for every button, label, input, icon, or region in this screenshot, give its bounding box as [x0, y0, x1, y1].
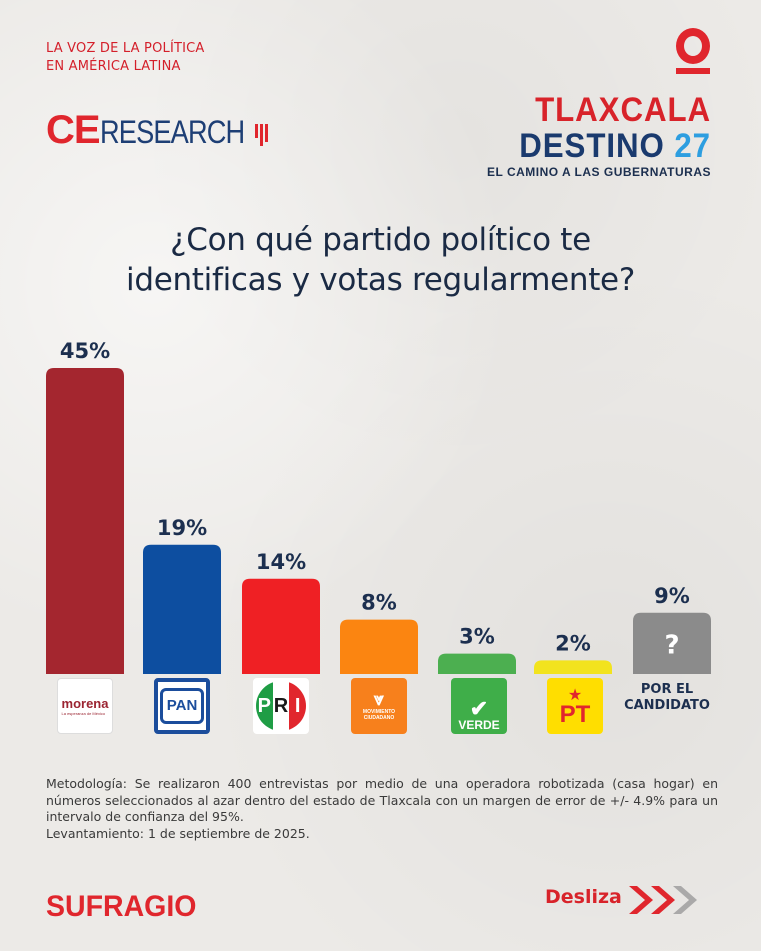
- chart-title-line-2: identificas y votas regularmente?: [126, 262, 635, 298]
- pt-logo-text: PT: [559, 701, 591, 728]
- ce-logo-initials: CE: [46, 108, 101, 152]
- pri-logo-letter-r: R: [272, 681, 290, 731]
- morena-logo: morena La esperanza de México: [57, 678, 113, 734]
- tagline-line-1: LA VOZ DE LA POLÍTICA: [46, 41, 205, 56]
- chevron-right-icon[interactable]: [625, 880, 715, 920]
- tagline: LA VOZ DE LA POLÍTICA EN AMÉRICA LATINA: [46, 40, 205, 76]
- bar-value-label-0: 45%: [60, 339, 110, 363]
- sufragio-logo: SUFRAGIO: [46, 890, 197, 923]
- bar-value-label-4: 3%: [459, 625, 495, 649]
- ce-logo-bars-icon: [255, 124, 269, 146]
- swipe-label[interactable]: Desliza: [545, 886, 622, 908]
- bar-1: [143, 544, 221, 674]
- campaign-subtitle-text: DESTINO: [519, 127, 665, 165]
- bar-value-label-6: 9%: [654, 584, 690, 608]
- bar-4: [438, 653, 516, 674]
- ce-logo-wordmark: RESEARCH: [99, 114, 245, 150]
- verde-logo-text: VERDE: [458, 718, 500, 732]
- bar-6: [633, 612, 711, 674]
- bar-value-label-1: 19%: [157, 516, 207, 540]
- star-icon: ★: [567, 685, 583, 704]
- tagline-line-2: EN AMÉRICA LATINA: [46, 59, 181, 74]
- publisher-logo-icon: [675, 28, 711, 76]
- pri-logo-letter-i: I: [289, 681, 306, 731]
- question-mark-icon: ?: [664, 630, 679, 660]
- chart-title-line-1: ¿Con qué partido político te: [170, 222, 591, 258]
- bar-value-label-2: 14%: [256, 550, 306, 574]
- ce-research-logo: CE RESEARCH: [46, 104, 269, 152]
- bar-value-label-3: 8%: [361, 591, 397, 615]
- methodology-note: Metodología: Se realizaron 400 entrevist…: [46, 776, 718, 842]
- methodology-text: Metodología: Se realizaron 400 entrevist…: [46, 776, 718, 824]
- candidato-label-line-2: CANDIDATO: [624, 698, 710, 713]
- verde-logo: ✔ VERDE: [451, 678, 507, 734]
- bar-chart: 45% 19% 14% 8% 3% 2% 9%?: [46, 339, 711, 674]
- pri-logo-letter-p: P: [256, 681, 273, 731]
- bar-5: [534, 660, 612, 674]
- campaign-subtitle-number: 27: [674, 127, 711, 165]
- bar-2: [242, 578, 320, 674]
- movimiento-ciudadano-logo: ⩔ MOVIMIENTO CIUDADANO: [351, 678, 407, 734]
- pri-logo: P R I: [253, 678, 309, 734]
- pan-logo: PAN: [154, 678, 210, 734]
- survey-date: Levantamiento: 1 de septiembre de 2025.: [46, 825, 310, 841]
- morena-logo-text: morena: [61, 695, 109, 711]
- mc-logo-text: MOVIMIENTO CIUDADANO: [362, 709, 396, 721]
- por-el-candidato-label: POR EL CANDIDATO: [612, 682, 722, 714]
- eagle-icon: ⩔: [373, 689, 385, 710]
- toucan-icon: ✔: [469, 696, 489, 721]
- campaign-subtitle: DESTINO 27: [505, 128, 711, 164]
- bar-value-label-5: 2%: [555, 631, 591, 655]
- campaign-title: TLAXCALA: [535, 91, 711, 129]
- campaign-tagline: EL CAMINO A LAS GUBERNATURAS: [487, 165, 711, 179]
- campaign-logo: TLAXCALA DESTINO 27 EL CAMINO A LAS GUBE…: [487, 92, 711, 180]
- morena-logo-subtext: La esperanza de México: [61, 710, 106, 716]
- chart-title: ¿Con qué partido político te identificas…: [0, 220, 761, 300]
- bar-0: [46, 368, 124, 674]
- candidato-label-line-1: POR EL: [640, 682, 694, 697]
- bar-3: [340, 619, 418, 674]
- pan-logo-text: PAN: [160, 688, 204, 724]
- pt-logo: ★ PT: [547, 678, 603, 734]
